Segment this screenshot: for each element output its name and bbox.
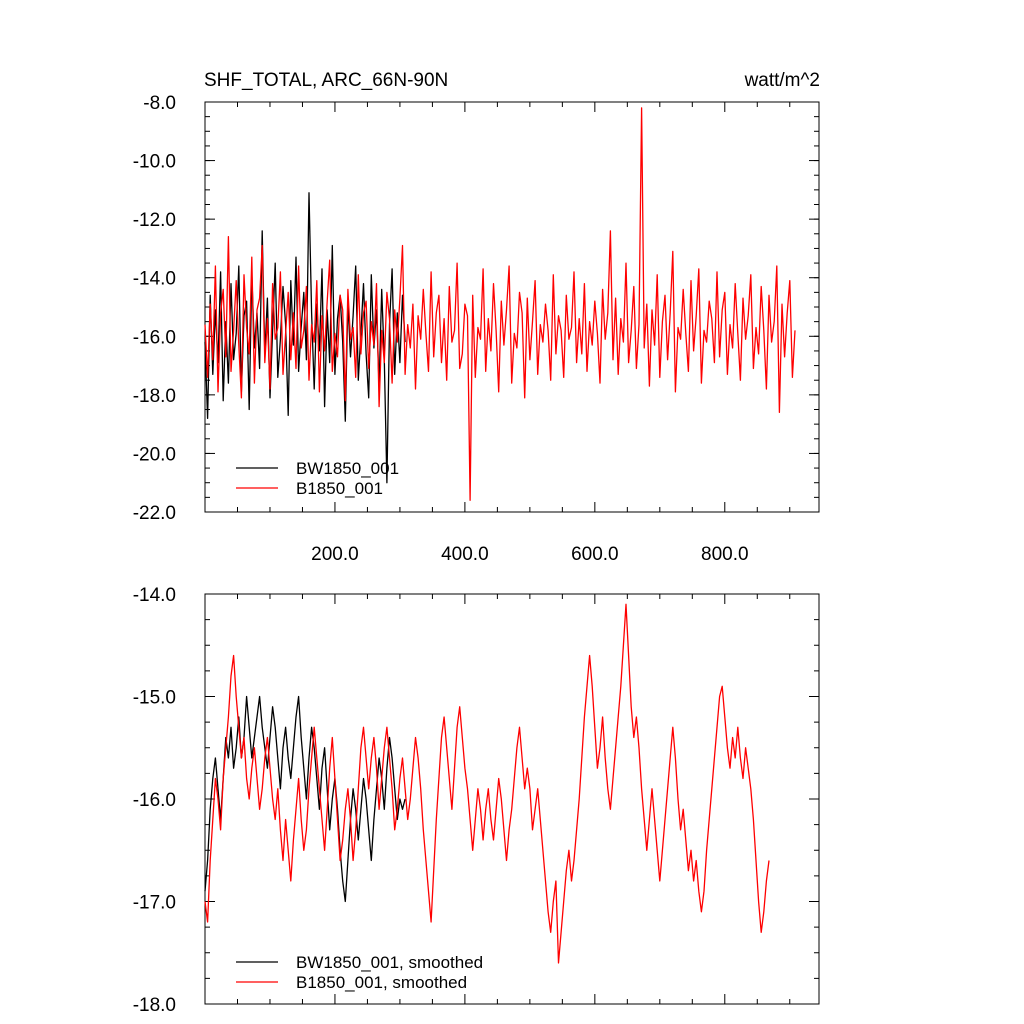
y-tick-label: -17.0 — [133, 893, 176, 914]
legend-label: B1850_001 — [296, 479, 383, 498]
top-tick-labels: -22.0 -20.0 -18.0 -16.0 -14.0 -12.0 -10.0 -8.0 2… — [133, 93, 749, 565]
x-tick-label: 200.0 — [311, 544, 359, 565]
y-tick-label: -16.0 — [133, 327, 176, 348]
bottom-tick-labels: -18.0 -17.0 -16.0 -15.0 -14.0 — [133, 585, 176, 1016]
bottom-plot-panel: -18.0 -17.0 -16.0 -15.0 -14.0 BW1850_001, sm… — [133, 585, 820, 1016]
y-tick-label: -14.0 — [133, 585, 176, 606]
y-tick-label: -16.0 — [133, 790, 176, 811]
top-ticks — [205, 101, 819, 513]
top-series-lines — [204, 107, 796, 501]
y-tick-label: -15.0 — [133, 688, 176, 709]
legend-label: BW1850_001 — [296, 459, 399, 478]
bottom-ticks — [205, 593, 819, 1005]
legend-label: B1850_001, smoothed — [296, 973, 467, 992]
top-plot-panel: SHF_TOTAL, ARC_66N-90N watt/m^2 -22.0 -20… — [133, 70, 820, 565]
x-tick-label: 600.0 — [571, 544, 619, 565]
y-tick-label: -8.0 — [143, 93, 176, 114]
y-tick-label: -18.0 — [133, 995, 176, 1016]
y-tick-label: -20.0 — [133, 444, 176, 465]
y-tick-label: -18.0 — [133, 386, 176, 407]
x-tick-label: 800.0 — [701, 544, 749, 565]
series-line-b1850 — [204, 603, 770, 964]
y-tick-label: -22.0 — [133, 503, 176, 524]
bottom-series-lines — [204, 603, 770, 964]
series-line-bw1850 — [204, 695, 406, 903]
legend-label: BW1850_001, smoothed — [296, 953, 483, 972]
units-label: watt/m^2 — [744, 70, 820, 91]
y-tick-label: -14.0 — [133, 269, 176, 290]
series-line-bw1850 — [204, 192, 406, 484]
series-line-b1850 — [204, 107, 796, 501]
y-tick-label: -12.0 — [133, 210, 176, 231]
chart-title: SHF_TOTAL, ARC_66N-90N — [204, 70, 448, 91]
y-tick-label: -10.0 — [133, 152, 176, 173]
x-tick-label: 400.0 — [441, 544, 489, 565]
